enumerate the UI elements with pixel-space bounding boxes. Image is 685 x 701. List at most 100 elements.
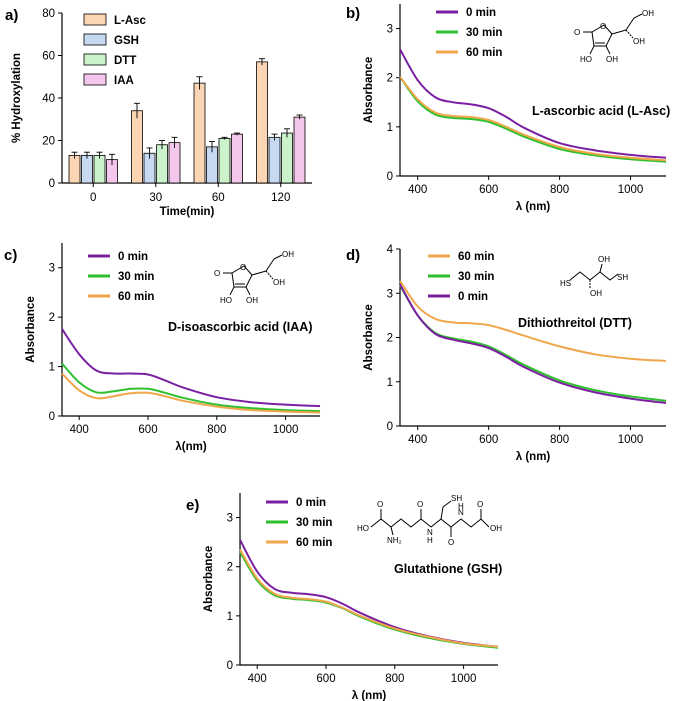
compound-caption: D-isoascorbic acid (IAA) xyxy=(168,320,312,334)
x-tick-label: 400 xyxy=(248,673,267,685)
y-tick-label: 4 xyxy=(387,244,394,256)
atom-oh: OH xyxy=(606,55,618,64)
atom-oh: OH xyxy=(246,296,258,305)
y-tick-label: 3 xyxy=(49,263,55,275)
series-line-0-min xyxy=(61,328,321,408)
chain-bond-2 xyxy=(625,17,635,31)
x-tick-label: 800 xyxy=(385,673,404,685)
panel-c-line-chart: 0 1 2 3 400 600 800 1000 λ(nm) Absorbance c) 0 min 3… xyxy=(4,243,321,453)
series-line-60-min xyxy=(239,548,499,648)
series-line-60-min xyxy=(61,372,321,414)
ho-bond xyxy=(229,286,235,296)
panel-e-line-chart: 0 1 2 3 400 600 800 1000 λ (nm) Absorbance e) 0 min… xyxy=(186,493,502,701)
legend-label-60-min: 60 min xyxy=(466,47,502,59)
y-axis-label: Absorbance xyxy=(25,296,37,362)
atom-oh-chain: OH xyxy=(633,37,645,46)
bar-dtt xyxy=(156,144,168,184)
x-tick-label: 120 xyxy=(271,192,290,204)
compound-caption: Glutathione (GSH) xyxy=(394,562,502,576)
atom-oh-top: OH xyxy=(282,250,294,259)
panel-a-bar-chart: 0 20 40 60 80 0 30 60 120 Time(min) % Hydroxylatio… xyxy=(5,7,312,218)
y-tick-label: 3 xyxy=(387,24,393,36)
hashed-bond xyxy=(625,29,634,39)
legend-label-60-min: 60 min xyxy=(458,251,494,263)
legend-label-30-min: 30 min xyxy=(466,27,502,39)
atom-nh2: NH₂ xyxy=(387,536,402,545)
x-axis-label: λ (nm) xyxy=(352,690,387,701)
bar-l-asc xyxy=(256,61,268,184)
atom-ho: HO xyxy=(220,296,232,305)
series-line-30-min xyxy=(399,284,667,402)
atom-hs: HS xyxy=(560,279,571,288)
y-tick-label: 0 xyxy=(49,178,55,190)
atom-h2: H xyxy=(458,502,464,511)
series-line-0-min xyxy=(239,539,499,648)
legend-label-l-asc: L-Asc xyxy=(114,15,147,27)
y-tick-label: 0 xyxy=(49,411,55,423)
series-line-30-min xyxy=(61,362,321,413)
atom-o-ring: O xyxy=(600,22,606,31)
panel-d-line-chart: 0 1 2 3 4 400 600 800 1000 λ (nm) Absorbance d) 60 m… xyxy=(346,244,667,463)
bar-l-asc xyxy=(131,110,143,184)
ho-bond xyxy=(589,45,595,55)
atom-o1: O xyxy=(377,500,383,509)
chain-bond-2 xyxy=(265,258,275,272)
y-tick-label: 60 xyxy=(42,51,55,63)
y-tick-label: 0 xyxy=(387,421,393,433)
x-tick-label: 60 xyxy=(212,192,225,204)
y-tick-label: 2 xyxy=(387,333,393,345)
panel-label: e) xyxy=(186,497,199,514)
panel-label: b) xyxy=(346,5,360,22)
bar-gsh xyxy=(81,154,93,184)
legend-label-0-min: 0 min xyxy=(458,291,488,303)
y-tick-label: 1 xyxy=(387,377,393,389)
atom-ho: HO xyxy=(580,55,592,64)
x-tick-label: 30 xyxy=(149,192,162,204)
legend-swatch-dtt xyxy=(83,53,107,66)
x-tick-label: 600 xyxy=(479,184,498,196)
y-tick-label: 80 xyxy=(42,8,55,20)
legend-label-60-min: 60 min xyxy=(118,291,154,303)
legend-label-60-min: 60 min xyxy=(296,537,332,549)
atom-oh-top: OH xyxy=(642,9,654,18)
y-tick-label: 20 xyxy=(42,136,55,148)
compound-caption: L-ascorbic acid (L-Asc) xyxy=(532,104,670,118)
atom-ho: HO xyxy=(357,524,369,533)
y-axis-label: % Hydroxylation xyxy=(11,53,23,143)
x-axis-label: Time(min) xyxy=(160,206,215,218)
y-tick-label: 40 xyxy=(42,93,55,105)
legend-swatch-l-asc xyxy=(83,13,107,26)
chain-bond xyxy=(569,271,619,281)
oh-bond xyxy=(605,45,611,55)
x-tick-label: 1000 xyxy=(618,184,644,196)
bar-iaa xyxy=(168,142,181,184)
x-tick-label: 400 xyxy=(70,424,89,436)
legend-label-gsh: GSH xyxy=(114,35,139,47)
amine-bond xyxy=(390,526,394,536)
series-line-0-min xyxy=(399,48,667,159)
x-axis-label: λ (nm) xyxy=(516,201,551,213)
atom-o-carbonyl: O xyxy=(574,28,580,37)
y-tick-label: 3 xyxy=(387,288,393,300)
legend-label-30-min: 30 min xyxy=(296,517,332,529)
y-tick-label: 2 xyxy=(49,312,55,324)
series-line-60-min xyxy=(399,280,667,362)
x-tick-label: 1000 xyxy=(273,424,299,436)
atom-o4: O xyxy=(477,500,483,509)
x-tick-label: 1000 xyxy=(618,434,644,446)
legend-label-0-min: 0 min xyxy=(296,497,326,509)
y-axis-label: Absorbance xyxy=(363,304,375,370)
legend-label-30-min: 30 min xyxy=(118,271,154,283)
oh-bond xyxy=(245,286,251,296)
sh-bond xyxy=(442,500,452,508)
atom-n2: N xyxy=(458,508,464,517)
legend-label-0-min: 0 min xyxy=(466,7,496,19)
l-ascorbic-acid-structure: O O HO OH OH OH xyxy=(574,9,654,64)
hashed-bond xyxy=(265,270,274,280)
x-tick-label: 600 xyxy=(479,434,498,446)
y-tick-label: 2 xyxy=(227,562,233,574)
atom-o2: O xyxy=(417,500,423,509)
panel-label: c) xyxy=(4,247,17,264)
bar-dtt xyxy=(281,132,293,184)
ch2-bond xyxy=(440,506,444,520)
